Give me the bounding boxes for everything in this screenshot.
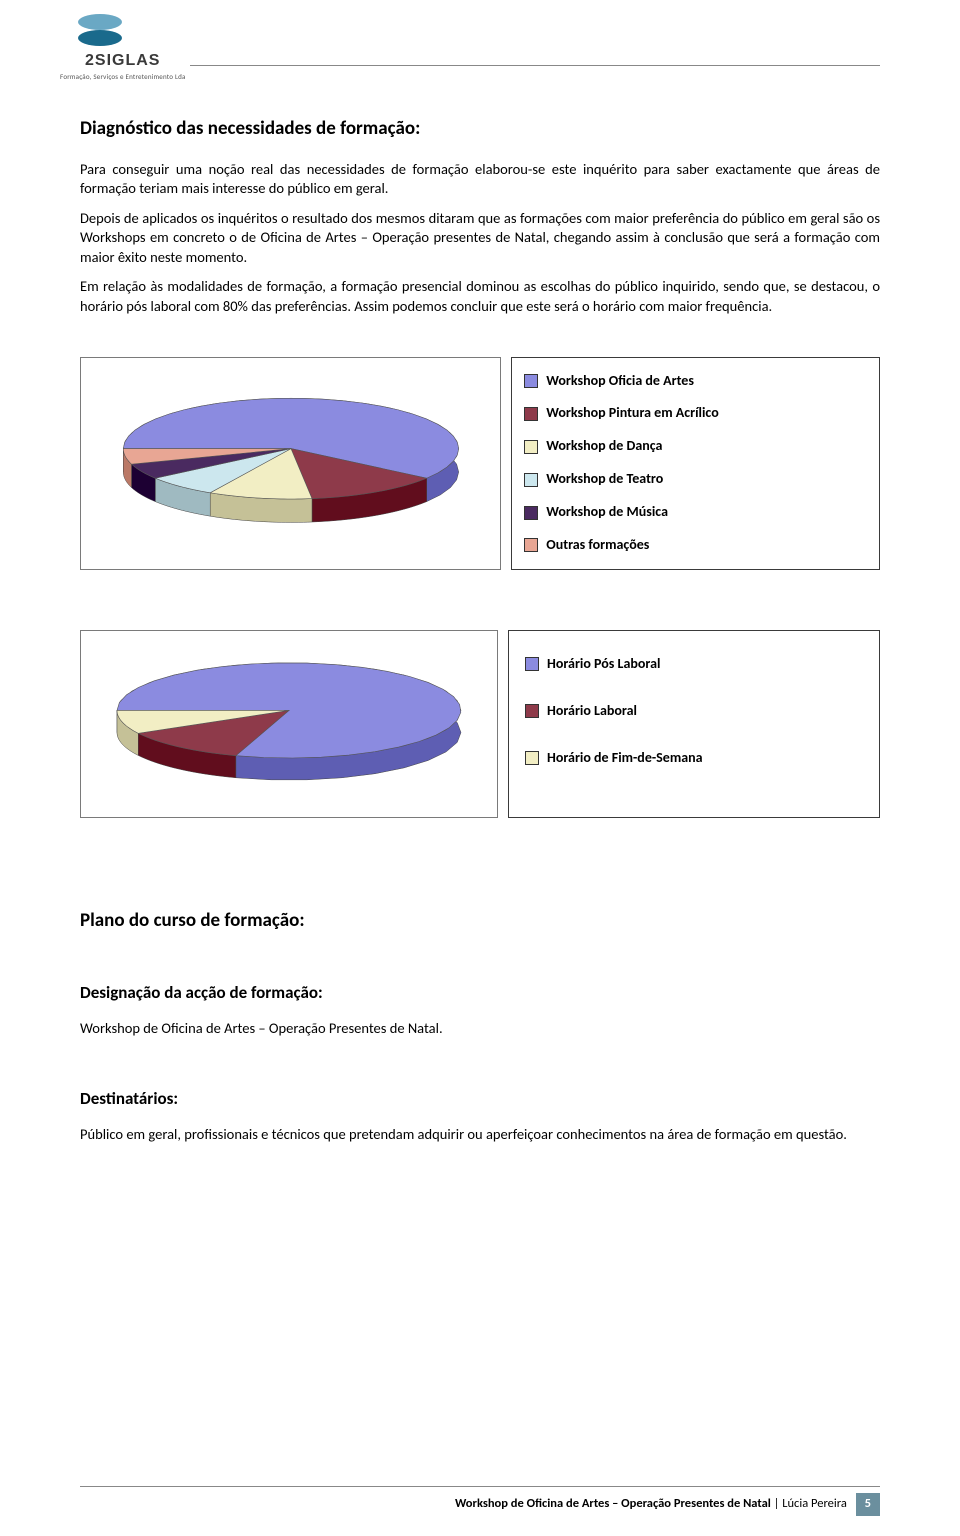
- legend-item: Workshop Oficia de Artes: [524, 372, 867, 391]
- legend-label: Horário Pós Laboral: [547, 655, 660, 674]
- subsection-destinatarios: Destinatários: Público em geral, profiss…: [80, 1088, 880, 1145]
- legend-label: Horário Laboral: [547, 702, 637, 721]
- logo-icon: [60, 10, 140, 52]
- legend-swatch: [525, 657, 539, 671]
- legend-item: Workshop de Dança: [524, 437, 867, 456]
- legend-swatch: [524, 538, 538, 552]
- page: 2SIGLAS Formação, Serviços e Entretenime…: [0, 0, 960, 1536]
- legend-swatch: [524, 473, 538, 487]
- chart1-row: Workshop Oficia de Artes Workshop Pintura…: [80, 357, 880, 570]
- legend-item: Workshop de Música: [524, 503, 867, 522]
- section1-p1: Para conseguir uma noção real das necess…: [80, 160, 880, 199]
- legend-item: Horário Pós Laboral: [525, 655, 863, 674]
- sub1-title: Designação da acção de formação:: [80, 982, 880, 1005]
- footer-bold: Workshop de Oficina de Artes – Operação …: [455, 1496, 771, 1511]
- legend-swatch: [525, 704, 539, 718]
- legend-swatch: [524, 506, 538, 520]
- sub1-text: Workshop de Oficina de Artes – Operação …: [80, 1019, 880, 1039]
- legend-item: Horário Laboral: [525, 702, 863, 721]
- legend-item: Horário de Fim-de-Semana: [525, 749, 863, 768]
- legend-item: Workshop de Teatro: [524, 470, 867, 489]
- chart2-row: Horário Pós Laboral Horário Laboral Horári…: [80, 630, 880, 818]
- sub2-title: Destinatários:: [80, 1088, 880, 1111]
- chart1-legend: Workshop Oficia de Artes Workshop Pintura…: [511, 357, 880, 570]
- logo-tagline: Formação, Serviços e Entretenimento Lda: [60, 72, 186, 81]
- footer-plain: | Lúcia Pereira: [771, 1496, 847, 1511]
- chart2-pie: [80, 630, 498, 818]
- legend-swatch: [525, 751, 539, 765]
- section1-title: Diagnóstico das necessidades de formação…: [80, 116, 880, 142]
- legend-label: Workshop Pintura em Acrílico: [546, 404, 718, 423]
- legend-label: Workshop Oficia de Artes: [546, 372, 694, 391]
- legend-label: Outras formações: [546, 536, 649, 555]
- section1-p2: Depois de aplicados os inquéritos o resu…: [80, 209, 880, 268]
- legend-swatch: [524, 407, 538, 421]
- footer-page-number: 5: [856, 1493, 880, 1516]
- legend-item: Workshop Pintura em Acrílico: [524, 404, 867, 423]
- legend-label: Workshop de Teatro: [546, 470, 663, 489]
- legend-label: Workshop de Música: [546, 503, 668, 522]
- legend-swatch: [524, 374, 538, 388]
- sub2-text: Público em geral, profissionais e técnic…: [80, 1125, 880, 1145]
- legend-swatch: [524, 440, 538, 454]
- footer: Workshop de Oficina de Artes – Operação …: [80, 1486, 880, 1516]
- legend-item: Outras formações: [524, 536, 867, 555]
- logo: 2SIGLAS Formação, Serviços e Entretenime…: [60, 10, 186, 81]
- section1-p3: Em relação às modalidades de formação, a…: [80, 277, 880, 316]
- subsection-designacao: Designação da acção de formação: Worksho…: [80, 982, 880, 1039]
- section2-title: Plano do curso de formação:: [80, 908, 880, 934]
- logo-brand: 2SIGLAS: [60, 50, 186, 72]
- header-rule: [190, 65, 880, 66]
- footer-text: Workshop de Oficina de Artes – Operação …: [455, 1496, 850, 1511]
- chart1-pie: [80, 357, 501, 570]
- legend-label: Horário de Fim-de-Semana: [547, 749, 703, 768]
- legend-label: Workshop de Dança: [546, 437, 662, 456]
- chart2-legend: Horário Pós Laboral Horário Laboral Horári…: [508, 630, 880, 818]
